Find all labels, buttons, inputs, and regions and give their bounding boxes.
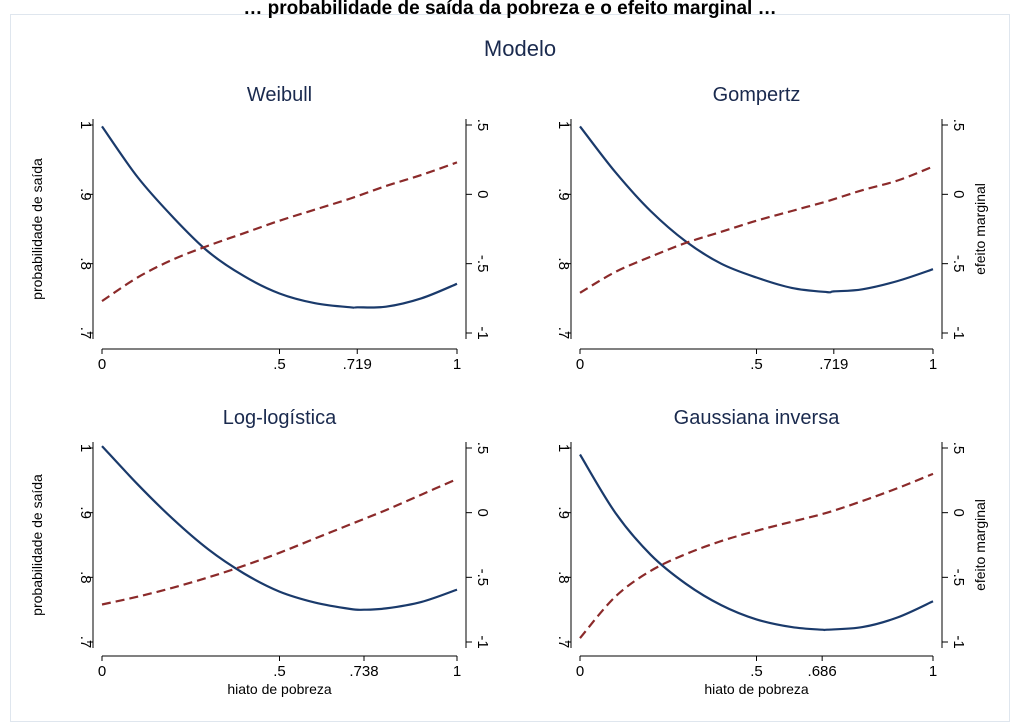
- panel-3-ytick-left-label: .9: [77, 506, 94, 519]
- panel-1-ytick-right-label: .5: [474, 119, 491, 132]
- figure-frame: [10, 14, 1010, 722]
- panel-3-title: Log-logística: [223, 407, 337, 429]
- panel-3-ytick-right-label: -.5: [474, 569, 491, 587]
- panel-1-title: Weibull: [247, 84, 312, 106]
- panel-1-ytick-left-label: .9: [77, 188, 94, 201]
- panel-3-xtick-label: .738: [349, 663, 378, 680]
- panel-1-ytick-right-label: -1: [474, 326, 491, 339]
- panel-4-ylabel-right: efeito marginal: [972, 499, 988, 591]
- panel-3-ylabel-left: probabilidade de saída: [29, 474, 45, 616]
- panel-4-xlabel: hiato de pobreza: [704, 681, 809, 697]
- panel-3-ytick-left-label: .7: [77, 636, 94, 649]
- panel-1-ytick-right-label: 0: [474, 190, 491, 198]
- panel-3-xtick-label: 1: [453, 663, 461, 680]
- panel-2-xtick-label: 1: [929, 356, 937, 373]
- panel-2-ytick-right-label: -1: [950, 326, 967, 339]
- panel-4-marginal-line: [579, 472, 934, 639]
- panel-4-ytick-right-label: 0: [950, 508, 967, 516]
- panel-1-xtick-label: 1: [453, 356, 461, 373]
- panel-2-marginal-line: [579, 165, 934, 294]
- panel-3-ytick-right-label: 0: [474, 508, 491, 516]
- panel-2-title: Gompertz: [713, 84, 801, 106]
- page-title: … probabilidade de saída da pobreza e o …: [243, 0, 777, 19]
- panel-2-xtick-label: 0: [576, 356, 584, 373]
- panel-2-ytick-left-label: .8: [555, 257, 572, 270]
- panel-4: Gaussiana inversa .7 .8 .9 1 -1 -.5 0 .5 0 .5 .686 1…: [555, 407, 988, 697]
- panel-2-xtick-label: .5: [750, 356, 763, 373]
- panel-2-ytick-right-label: 0: [950, 190, 967, 198]
- panel-4-ytick-right-label: -1: [950, 635, 967, 648]
- panel-3-ytick-right-label: .5: [474, 442, 491, 455]
- panel-2-prob-line: [579, 125, 934, 294]
- panel-2-ytick-right-label: -.5: [950, 255, 967, 273]
- figure-title: Modelo: [484, 36, 556, 61]
- panel-4-prob-line: [579, 453, 934, 632]
- panel-4-ytick-right-label: .5: [950, 442, 967, 455]
- panel-4-xtick-label: .686: [808, 663, 837, 680]
- panel-3-xlabel: hiato de pobreza: [227, 681, 332, 697]
- panel-2-ylabel-right: efeito marginal: [972, 183, 988, 275]
- panel-3-xtick-label: .5: [273, 663, 286, 680]
- panel-2-ytick-right-label: .5: [950, 119, 967, 132]
- panel-1-prob-line: [101, 125, 458, 309]
- panel-3-ytick-left-label: .8: [77, 571, 94, 584]
- panel-2: Gompertz .7 .8 .9 1 -1 -.5 0 .5 0 .5 .719 1 efeito ma…: [555, 84, 988, 373]
- panel-4-xtick-label: .5: [750, 663, 763, 680]
- panel-3: Log-logística .7 .8 .9 1 -1 -.5 0 .5 0 .5 .738 1 prob…: [29, 407, 491, 697]
- panel-1: Weibull .7 .8 .9 1 -1 -.5 0 .5 0 .5 .719 1 probabilid…: [29, 84, 491, 373]
- panel-1-ytick-right-label: -.5: [474, 255, 491, 273]
- panel-1-marginal-line: [101, 161, 458, 303]
- panel-2-xtick-label: .719: [819, 356, 848, 373]
- panel-4-xtick-label: 0: [576, 663, 584, 680]
- panel-1-ytick-left-label: .7: [77, 327, 94, 340]
- chart-panels: Weibull .7 .8 .9 1 -1 -.5 0 .5 0 .5 .719 1 probabilid…: [29, 84, 988, 697]
- panel-4-xtick-label: 1: [929, 663, 937, 680]
- panel-1-ytick-left-label: .8: [77, 257, 94, 270]
- panel-1-xtick-label: 0: [98, 356, 106, 373]
- panel-3-ytick-left-label: 1: [77, 444, 94, 452]
- panel-1-xtick-label: .5: [273, 356, 286, 373]
- panel-4-title: Gaussiana inversa: [674, 407, 841, 429]
- panel-4-ytick-left-label: 1: [555, 444, 572, 452]
- panel-3-prob-line: [101, 445, 458, 611]
- panel-1-ytick-left-label: 1: [77, 121, 94, 129]
- panel-4-ytick-left-label: .8: [555, 571, 572, 584]
- panel-4-ytick-left-label: .7: [555, 636, 572, 649]
- panel-4-ytick-left-label: .9: [555, 506, 572, 519]
- panel-4-ytick-right-label: -.5: [950, 569, 967, 587]
- panel-2-ytick-left-label: .9: [555, 188, 572, 201]
- panel-1-ylabel-left: probabilidade de saída: [29, 158, 45, 300]
- panel-3-ytick-right-label: -1: [474, 635, 491, 648]
- panel-2-ytick-left-label: .7: [555, 327, 572, 340]
- panel-1-xtick-label: .719: [343, 356, 372, 373]
- panel-3-xtick-label: 0: [98, 663, 106, 680]
- panel-3-marginal-line: [101, 477, 458, 606]
- panel-2-ytick-left-label: 1: [555, 121, 572, 129]
